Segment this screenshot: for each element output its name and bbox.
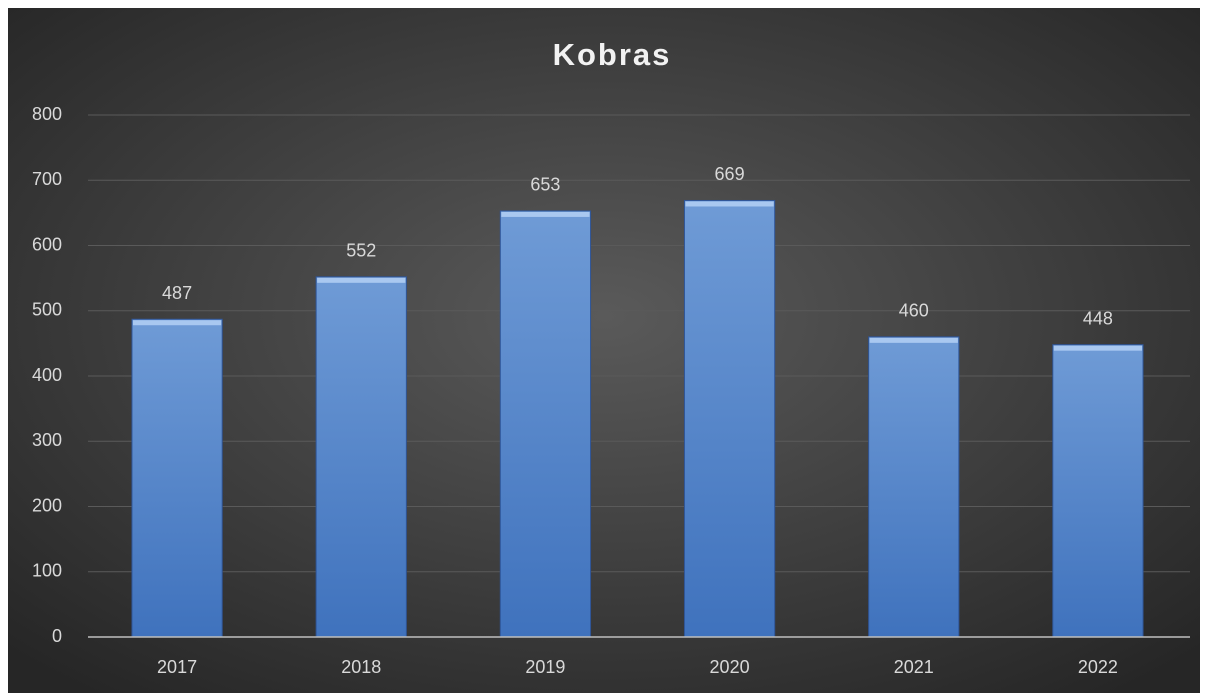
y-tick-label: 800 bbox=[32, 104, 62, 124]
bar-bevel bbox=[317, 277, 406, 283]
bar-bevel bbox=[685, 201, 774, 207]
y-tick-label: 600 bbox=[32, 234, 62, 254]
data-label: 487 bbox=[162, 283, 192, 303]
y-tick-label: 300 bbox=[32, 430, 62, 450]
bar bbox=[315, 276, 407, 638]
x-tick-label: 2022 bbox=[1078, 657, 1118, 677]
bar-bevel bbox=[132, 320, 222, 326]
y-tick-label: 500 bbox=[32, 300, 62, 320]
bar bbox=[1052, 344, 1144, 638]
bar-bevel bbox=[1053, 345, 1143, 351]
x-tick-label: 2017 bbox=[157, 657, 197, 677]
y-tick-label: 200 bbox=[32, 495, 62, 515]
x-tick-label: 2019 bbox=[525, 657, 565, 677]
data-label: 552 bbox=[346, 241, 376, 261]
y-tick-label: 100 bbox=[32, 561, 62, 581]
bar-bevel bbox=[501, 211, 590, 217]
chart-title: Kobras bbox=[553, 37, 672, 72]
data-label: 460 bbox=[899, 301, 929, 321]
bar bbox=[683, 199, 776, 638]
x-tick-label: 2020 bbox=[710, 657, 750, 677]
x-tick-label: 2018 bbox=[341, 657, 381, 677]
bar bbox=[131, 318, 223, 638]
data-label: 669 bbox=[715, 164, 745, 184]
data-label: 653 bbox=[530, 175, 560, 195]
y-tick-label: 0 bbox=[52, 626, 62, 646]
bar-bevel bbox=[869, 337, 958, 343]
y-tick-label: 700 bbox=[32, 169, 62, 189]
y-tick-label: 400 bbox=[32, 365, 62, 385]
data-label: 448 bbox=[1083, 308, 1113, 328]
bar bbox=[868, 336, 960, 638]
x-tick-label: 2021 bbox=[894, 657, 934, 677]
bar bbox=[499, 210, 592, 638]
